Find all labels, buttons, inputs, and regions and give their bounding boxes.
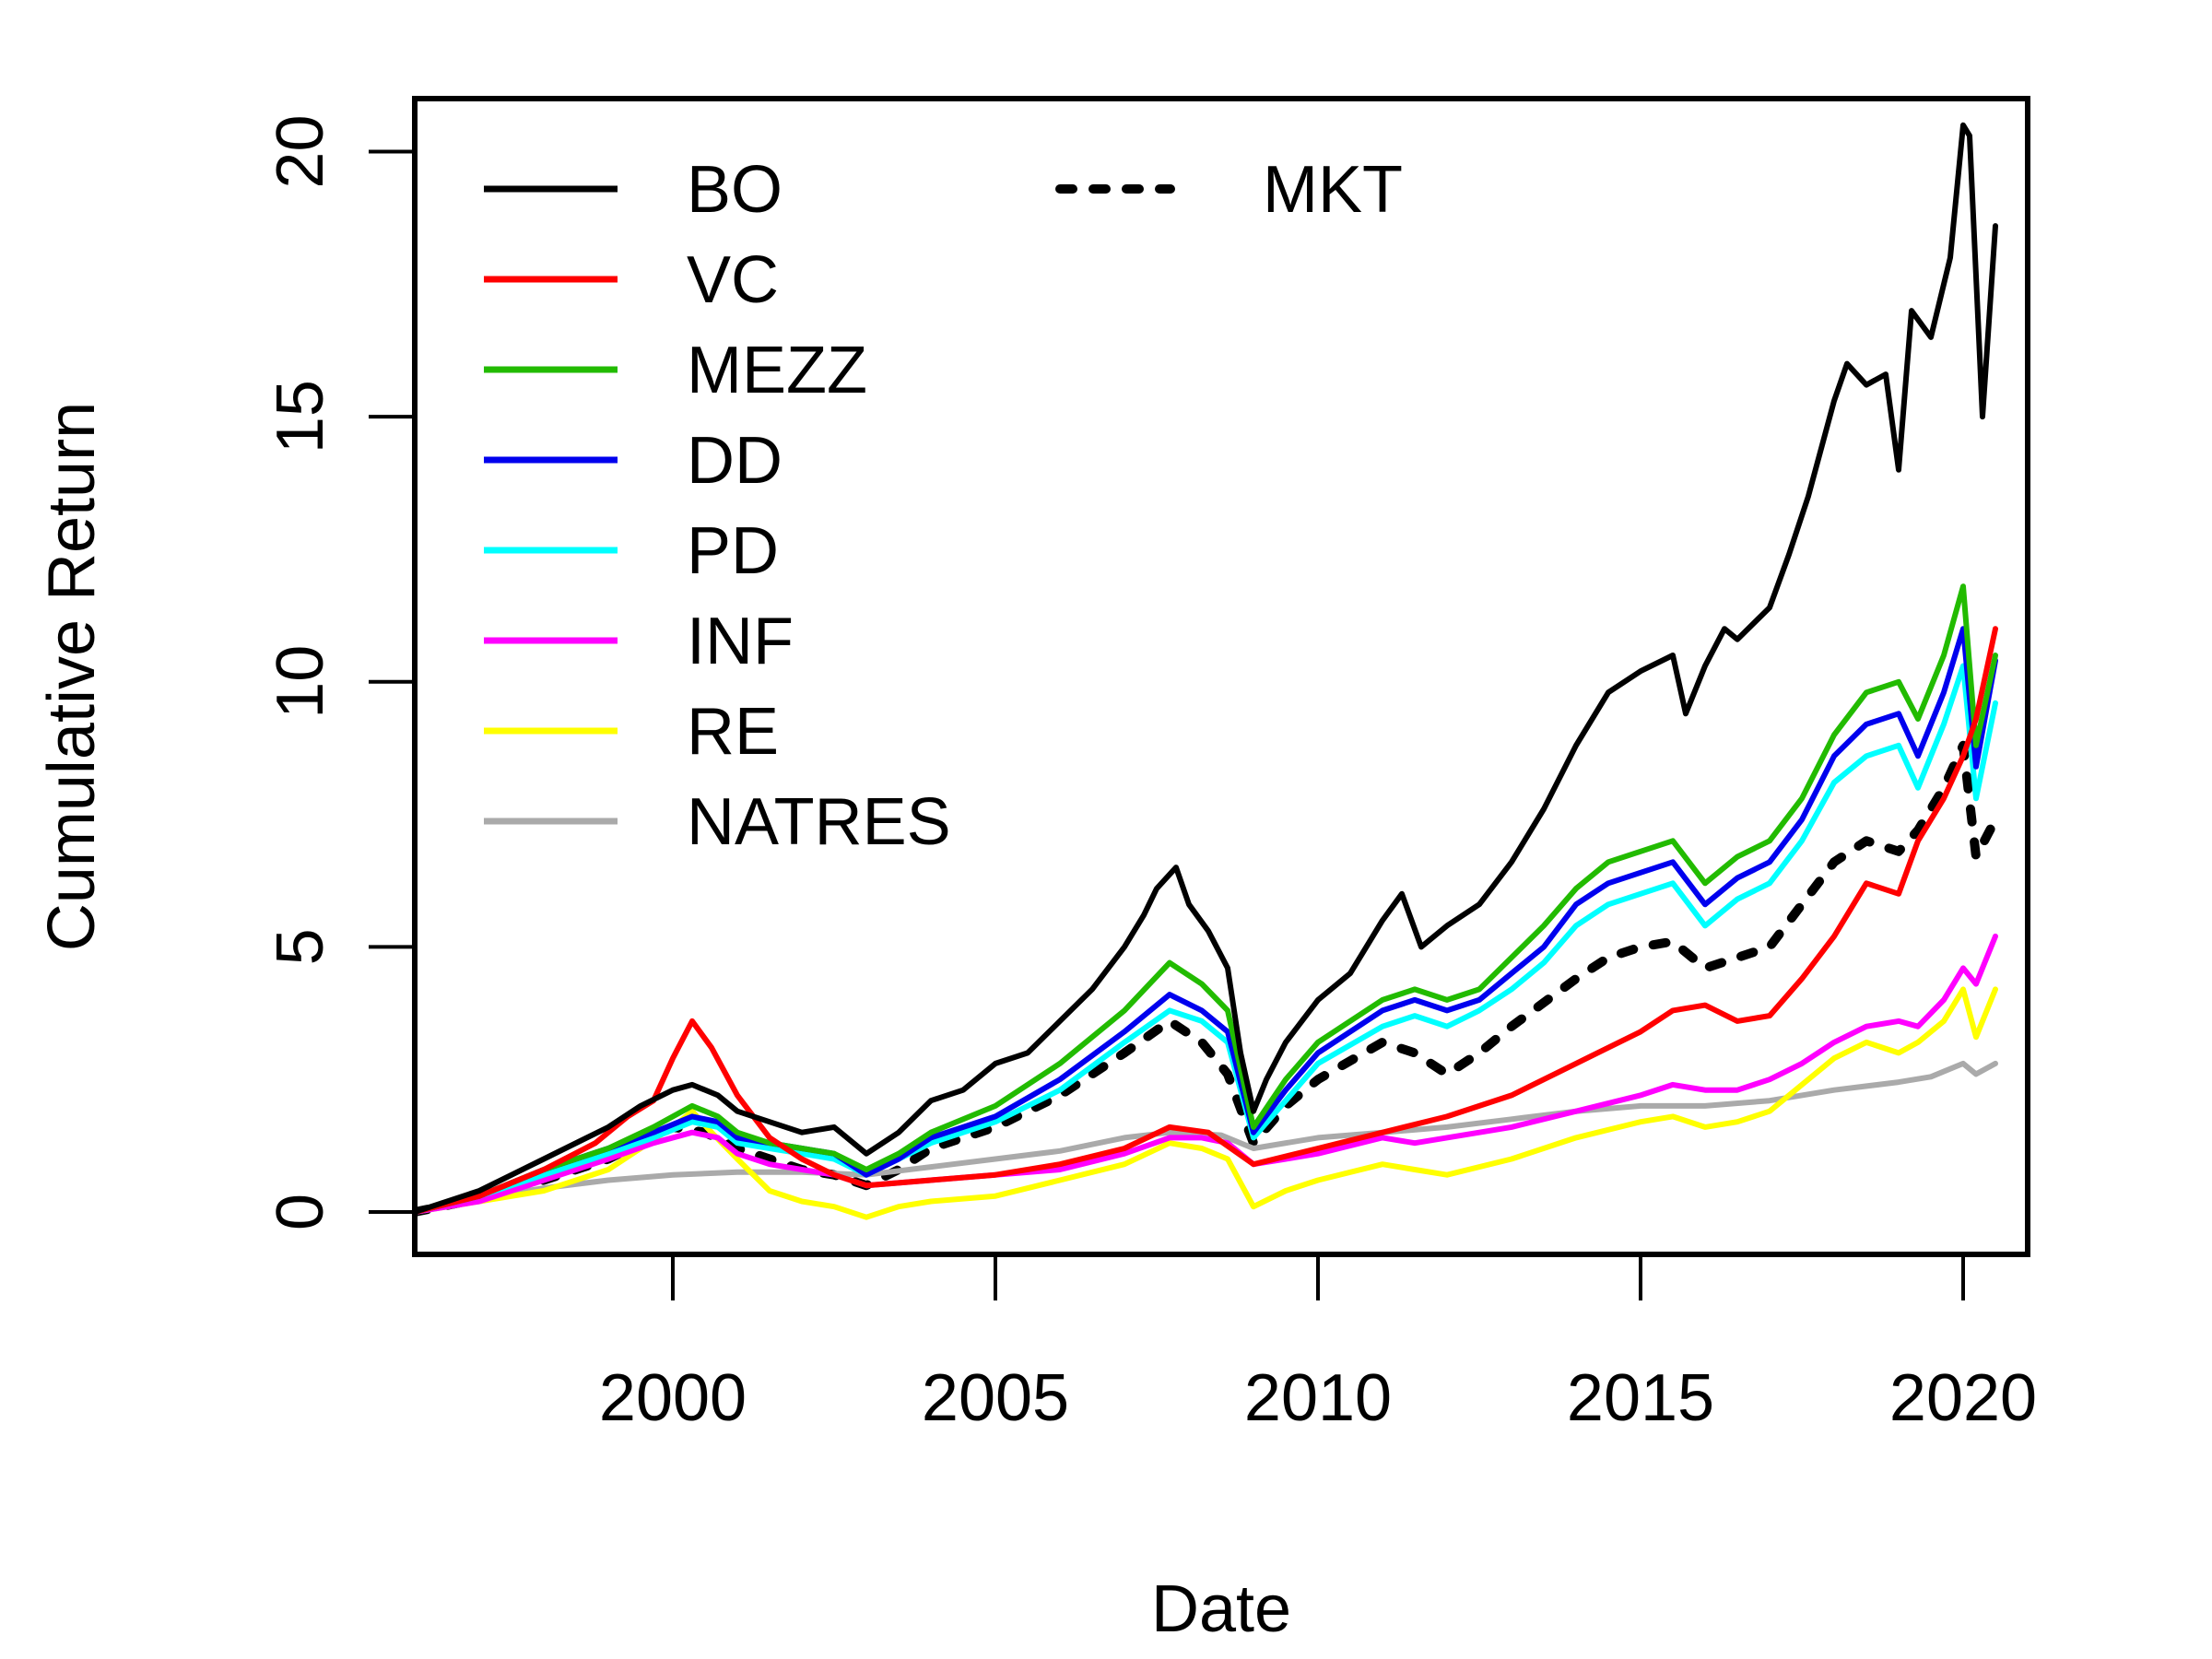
y-tick-label: 20 (264, 114, 337, 188)
series-line-natres (415, 1060, 1998, 1215)
legend-label-bo: BO (687, 153, 782, 227)
y-tick-label: 5 (264, 928, 337, 965)
legend-label-mkt: MKT (1263, 153, 1403, 227)
x-tick-label: 2020 (1889, 1361, 2037, 1435)
y-axis: 0 5 10 15 20 (264, 114, 415, 1230)
legend-label-pd: PD (687, 514, 779, 588)
series-line-mkt (415, 740, 2000, 1217)
y-tick-label: 0 (264, 1194, 337, 1230)
x-tick-label: 2010 (1244, 1361, 1392, 1435)
legend-label-natres: NATRES (687, 785, 951, 859)
series-line-mezz (415, 583, 1998, 1215)
legend-label-inf: INF (687, 605, 794, 678)
x-axis: 2000 2005 2010 2015 2020 (599, 1254, 2037, 1435)
plot-frame (412, 96, 2030, 1257)
legend: BO VC MEZZ DD PD INF RE NATRES MKT (484, 153, 1403, 859)
y-axis-label: Cumulative Return (35, 402, 109, 951)
y-tick-label: 10 (264, 645, 337, 719)
series-line-pd (415, 663, 1998, 1215)
legend-label-dd: DD (687, 424, 782, 498)
x-tick-label: 2015 (1567, 1361, 1714, 1435)
series-line-dd (415, 626, 1998, 1215)
series-line-re (415, 986, 1998, 1220)
x-tick-label: 2005 (922, 1361, 1069, 1435)
series-line-bo (415, 122, 1998, 1215)
series-lines (415, 122, 2000, 1220)
x-axis-label: Date (1151, 1572, 1291, 1646)
series-line-inf (415, 933, 1998, 1215)
legend-label-re: RE (687, 695, 779, 769)
series-line-vc (415, 626, 1998, 1215)
legend-label-vc: VC (687, 243, 779, 317)
x-tick-label: 2000 (599, 1361, 747, 1435)
legend-label-mezz: MEZZ (687, 334, 867, 407)
y-tick-label: 15 (264, 380, 337, 453)
